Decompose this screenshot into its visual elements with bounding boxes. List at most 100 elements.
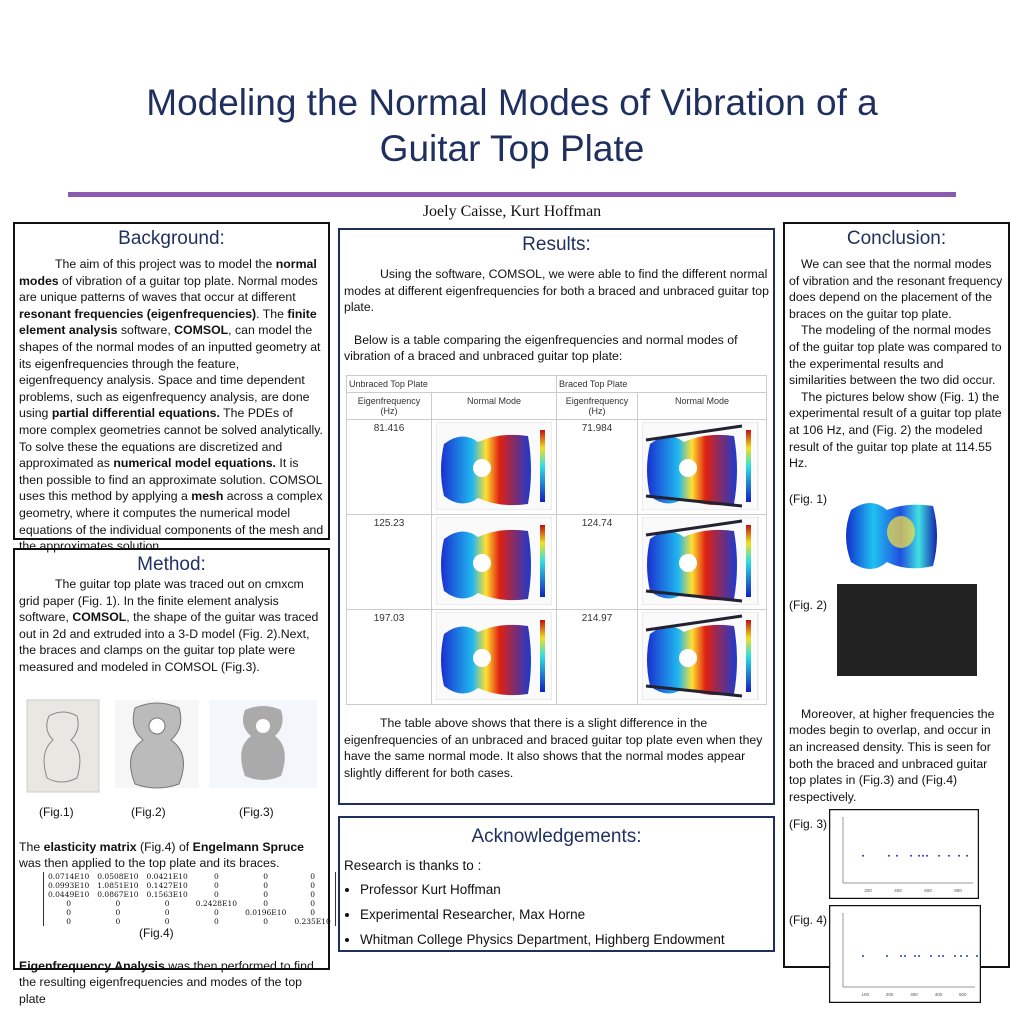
point [976, 955, 978, 958]
point [918, 955, 920, 958]
point [954, 955, 956, 958]
bold-run: Engelmann Spruce [192, 839, 305, 854]
matrix-cell: 0.2428E10 [195, 898, 238, 908]
table-row: 125.23 124.74 [346, 513, 767, 610]
text-run: The aim of this project was to model the [55, 257, 276, 271]
point [896, 855, 898, 858]
caption: (Fig.2) [131, 804, 166, 819]
conclusion-panel: Conclusion: We can see that the normal m… [783, 222, 1010, 1004]
text-run: software, [117, 323, 175, 338]
matrix-cell: 0 [263, 871, 269, 881]
point [918, 855, 920, 858]
figure: (Fig. 2) [789, 583, 1004, 700]
brace [645, 684, 743, 698]
bold-run: numerical model equations. [113, 456, 276, 471]
background-panel: Background: The aim of this project was … [13, 222, 330, 553]
brace [645, 424, 743, 442]
matrix-cell: 0 [310, 889, 315, 899]
bold-run: Eigenfrequency Analysis [19, 958, 165, 973]
colorbar [540, 524, 545, 597]
sound-hole [473, 553, 491, 572]
caption: (Fig. 2) [789, 597, 828, 612]
mode-image [435, 421, 553, 511]
matrix-cell: 0 [214, 916, 219, 926]
figure: (Fig. 3) 200 400 600 800 [789, 809, 1004, 905]
authors: Joely Caisse, Kurt Hoffman [422, 203, 602, 220]
heading: Results: [522, 234, 591, 255]
eigenfrequency: 124.74 [556, 513, 638, 610]
point [938, 855, 940, 858]
method-figures [26, 699, 317, 793]
text-run: , can model the shapes of the normal mod… [19, 323, 321, 421]
point [900, 955, 902, 958]
matrix-cell: 0.1427E10 [146, 880, 188, 890]
column-header: Eigenfrequency (Hz) [346, 391, 432, 420]
figure: (Fig. 4) 100 200 300 400 500 [789, 905, 1004, 1011]
mode-image [435, 516, 553, 606]
acknowledgements-panel: Acknowledgements: Research is thanks to … [338, 816, 775, 952]
matrix-cell: 0 [263, 916, 269, 926]
matrix-cell: 0 [310, 898, 315, 908]
normal-mode [431, 418, 557, 515]
point [930, 955, 932, 958]
plot-frame [829, 809, 979, 900]
text-run: The PDEs of more complex geometries cann… [19, 406, 323, 471]
normal-mode [431, 608, 557, 705]
matrix-cell: 0 [66, 916, 72, 926]
eigenfrequency: 71.984 [556, 418, 638, 515]
matrix-cell: 0 [310, 880, 315, 890]
text-run: of vibration of a guitar top plate. Norm… [19, 273, 318, 305]
experimental-image [846, 502, 937, 569]
paragraph: The pictures below show (Fig. 1) the exp… [789, 389, 1002, 471]
matrix-cell: 0 [263, 880, 269, 890]
matrix-cell: 1.0851E10 [97, 880, 139, 890]
sound-hole [473, 458, 491, 477]
point [966, 955, 968, 958]
matrix-cell: 0 [115, 916, 121, 926]
x-tick-label: 600 [924, 888, 932, 893]
mode-image [435, 611, 553, 701]
colorbar [540, 429, 545, 502]
caption: (Fig. 4) [789, 913, 828, 928]
table-row: 197.03 214.97 [346, 608, 767, 705]
matrix-row: 0 0 0 0.2428E10 0 0 [44, 899, 336, 908]
matrix-cell: 0.0993E10 [48, 880, 90, 890]
matrix-cell: 0.0867E10 [97, 889, 139, 899]
text-run: across a complex geometry, where it comp… [19, 489, 324, 554]
sound-hole [679, 553, 697, 572]
bold-run: normal modes [19, 257, 317, 288]
colorbar [540, 619, 545, 692]
caption: (Fig.1) [39, 804, 74, 819]
bold-run: COMSOL [174, 323, 229, 338]
x-tick-label: 300 [910, 992, 918, 997]
text-run: was then applied to the top plate and it… [19, 856, 280, 871]
mode-image [641, 421, 759, 511]
paragraph: The modeling of the normal modes of the … [789, 323, 1002, 388]
matrix-cell: 0.0449E10 [48, 889, 90, 899]
point [910, 855, 912, 858]
text-run: The [19, 839, 44, 854]
text-run: , the shape of the guitar was traced out… [19, 610, 319, 674]
plot: 200 400 600 800 [829, 809, 979, 900]
normal-mode [637, 418, 767, 515]
column-header: Normal Mode [637, 391, 767, 420]
x-tick-label: 800 [954, 888, 962, 893]
matrix-cell: 0 [66, 898, 72, 908]
matrix-cell: 0 [310, 871, 315, 881]
point [922, 855, 924, 858]
heading: Conclusion: [846, 228, 947, 249]
heading: Method: [137, 554, 206, 575]
paragraph: The table above shows that there is a sl… [344, 715, 763, 780]
list-item: Experimental Researcher, Max Horne [360, 902, 769, 927]
point [862, 955, 864, 958]
matrix-row: 0.0993E10 1.0851E10 0.1427E10 0 0 0 [44, 881, 336, 890]
brace [645, 589, 743, 603]
caption: (Fig.3) [239, 804, 274, 819]
matrix-cell: 0.1563E10 [146, 889, 188, 899]
table-row: 81.416 71.984 [346, 418, 767, 515]
bold-run: finite element analysis [19, 306, 317, 338]
matrix-cell: 0 [115, 898, 121, 908]
eigenfrequency: 125.23 [346, 513, 432, 610]
matrix-cell: 0 [66, 907, 72, 917]
eigenfrequency: 197.03 [346, 608, 432, 705]
